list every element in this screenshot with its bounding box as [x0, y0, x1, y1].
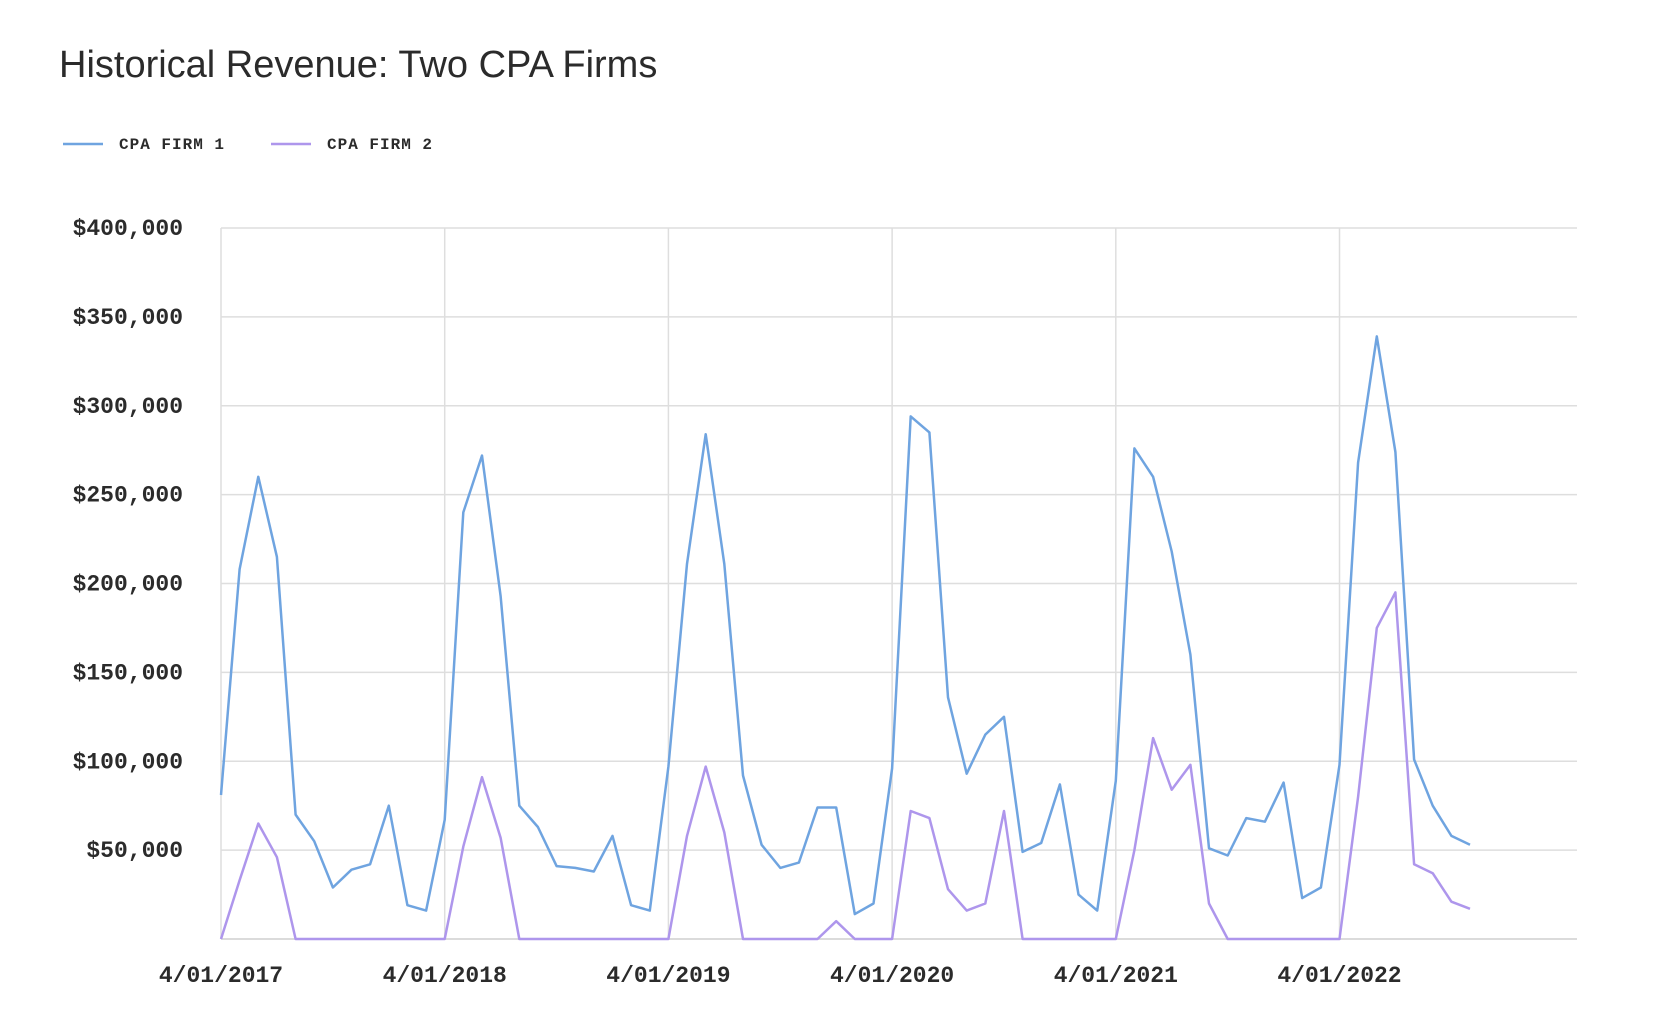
series-line: [219, 335, 1471, 916]
y-tick-label: $150,000: [73, 660, 183, 686]
series-line: [219, 591, 1471, 941]
x-tick-label: 4/01/2018: [383, 963, 507, 989]
legend-label: CPA FIRM 2: [327, 136, 433, 154]
x-tick-label: 4/01/2017: [159, 963, 283, 989]
y-tick-label: $350,000: [73, 305, 183, 331]
x-tick-label: 4/01/2020: [830, 963, 954, 989]
y-tick-label: $200,000: [73, 572, 183, 598]
y-tick-label: $250,000: [73, 483, 183, 509]
x-tick-label: 4/01/2019: [606, 963, 730, 989]
legend-label: CPA FIRM 1: [119, 136, 225, 154]
y-tick-label: $100,000: [73, 749, 183, 775]
chart-title: Historical Revenue: Two CPA Firms: [59, 44, 657, 86]
y-tick-label: $300,000: [73, 394, 183, 420]
y-tick-label: $400,000: [73, 216, 183, 242]
y-tick-label: $50,000: [86, 838, 183, 864]
x-tick-label: 4/01/2022: [1277, 963, 1401, 989]
x-tick-label: 4/01/2021: [1054, 963, 1178, 989]
